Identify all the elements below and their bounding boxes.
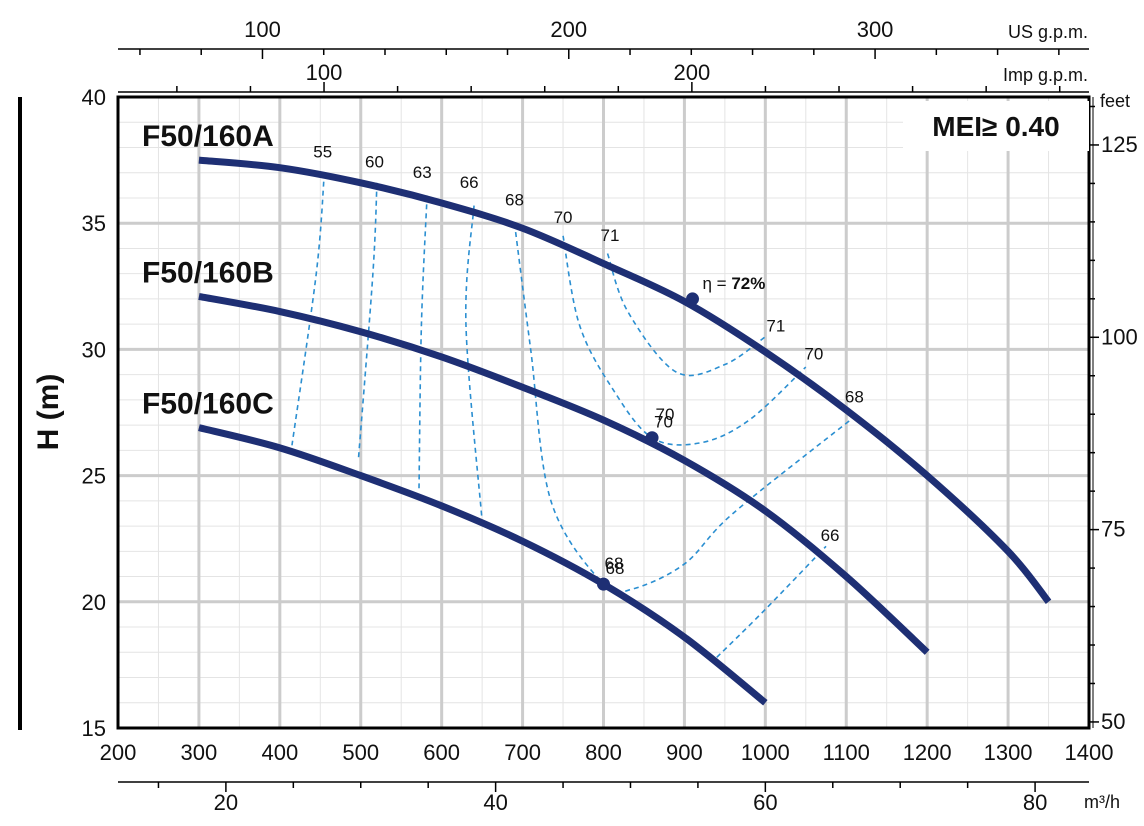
us-gpm-tick-label: 200 xyxy=(550,17,587,42)
x-tick-label: 1100 xyxy=(823,740,870,765)
efficiency-label: 71 xyxy=(766,317,785,336)
plot-border xyxy=(116,95,1091,730)
x-tick-label: 1200 xyxy=(903,740,952,765)
bep-point-3 xyxy=(597,577,610,591)
efficiency-contour-55 xyxy=(291,172,326,446)
x-tick-label: 1400 xyxy=(1065,740,1114,765)
series-curves xyxy=(198,156,1052,706)
y-tick-label: 30 xyxy=(82,337,106,362)
efficiency-contour-66 xyxy=(464,205,483,522)
efficiency-label: 63 xyxy=(413,163,432,182)
feet-tick-label: 50 xyxy=(1101,709,1125,734)
y-tick-label: 35 xyxy=(82,211,106,236)
x-tick-label: 800 xyxy=(585,740,622,765)
efficiency-contour-66 xyxy=(716,545,827,658)
bep-label-1: η = 72% xyxy=(703,274,766,293)
bep-label-value: 72% xyxy=(731,274,765,293)
x-tick-label: 400 xyxy=(261,740,298,765)
m3h-tick-label: 20 xyxy=(214,790,238,815)
efficiency-contour-71 xyxy=(606,253,766,377)
us-gpm-tick-label: 100 xyxy=(244,17,281,42)
m3h-tick-label: 60 xyxy=(753,790,777,815)
imp-gpm-tick-label: 200 xyxy=(674,60,711,85)
series-curve-1 xyxy=(198,156,1052,604)
efficiency-label: 71 xyxy=(601,226,620,245)
efficiency-label: 70 xyxy=(804,344,823,363)
y-tick-label: 40 xyxy=(82,85,106,110)
m3h-tick-label: 40 xyxy=(483,790,507,815)
feet-tick-label: 100 xyxy=(1101,324,1138,349)
us-gpm-tick-label: 300 xyxy=(857,17,894,42)
m3h-tick-label: 80 xyxy=(1023,790,1047,815)
imp-gpm-axis-label: Imp g.p.m. xyxy=(1003,65,1088,85)
efficiency-contours xyxy=(291,172,851,658)
x-tick-label: 1300 xyxy=(984,740,1033,765)
efficiency-label: 70 xyxy=(656,405,675,424)
series-curve-2 xyxy=(198,292,930,655)
x-tick-label: 300 xyxy=(181,740,218,765)
m3h-axis-label: m³/h xyxy=(1084,792,1120,812)
mei-box xyxy=(903,101,1089,151)
efficiency-label: 68 xyxy=(605,554,624,573)
y-tick-label: 25 xyxy=(82,464,106,489)
feet-tick-label: 75 xyxy=(1101,517,1125,542)
efficiency-label: 66 xyxy=(460,173,479,192)
bep-point-1 xyxy=(686,292,700,306)
bep-label-2: 70 xyxy=(654,413,673,432)
series-label-3: F50/160C xyxy=(142,388,274,421)
feet-axis-label: feet xyxy=(1100,91,1130,111)
x-tick-label: 1000 xyxy=(741,740,790,765)
x-tick-label: 700 xyxy=(504,740,541,765)
series-label-1: F50/160A xyxy=(142,120,274,153)
efficiency-contour-68 xyxy=(513,223,851,595)
efficiency-label: 55 xyxy=(313,143,332,162)
labels: 200 300 400 500 600 700 800 900 1000 1100 1200 1300… xyxy=(82,17,1138,815)
y-tick-label: 20 xyxy=(82,590,106,615)
efficiency-label: 70 xyxy=(554,208,573,227)
efficiency-label: 68 xyxy=(505,191,524,210)
plot-frame xyxy=(18,48,1099,792)
bep-point-2 xyxy=(645,431,659,445)
imp-gpm-tick-label: 100 xyxy=(306,60,343,85)
x-tick-label: 200 xyxy=(100,740,137,765)
efficiency-label: 60 xyxy=(365,153,384,172)
mei-label: MEI≥ 0.40 xyxy=(932,111,1059,142)
efficiency-label: 68 xyxy=(845,387,864,406)
x-tick-label: 600 xyxy=(423,740,460,765)
bep-label-3: 68 xyxy=(606,559,625,578)
feet-tick-label: 125 xyxy=(1101,132,1138,157)
efficiency-contour-63 xyxy=(418,195,428,489)
efficiency-contour-60 xyxy=(357,182,378,461)
y-tick-label: 15 xyxy=(82,716,106,741)
x-tick-label: 500 xyxy=(342,740,379,765)
series-curve-3 xyxy=(198,424,768,706)
x-tick-label: 900 xyxy=(666,740,703,765)
y-axis-title: H (m) xyxy=(32,374,65,451)
efficiency-label: 66 xyxy=(821,526,840,545)
series-label-2: F50/160B xyxy=(142,256,274,289)
us-gpm-axis-label: US g.p.m. xyxy=(1008,22,1088,42)
